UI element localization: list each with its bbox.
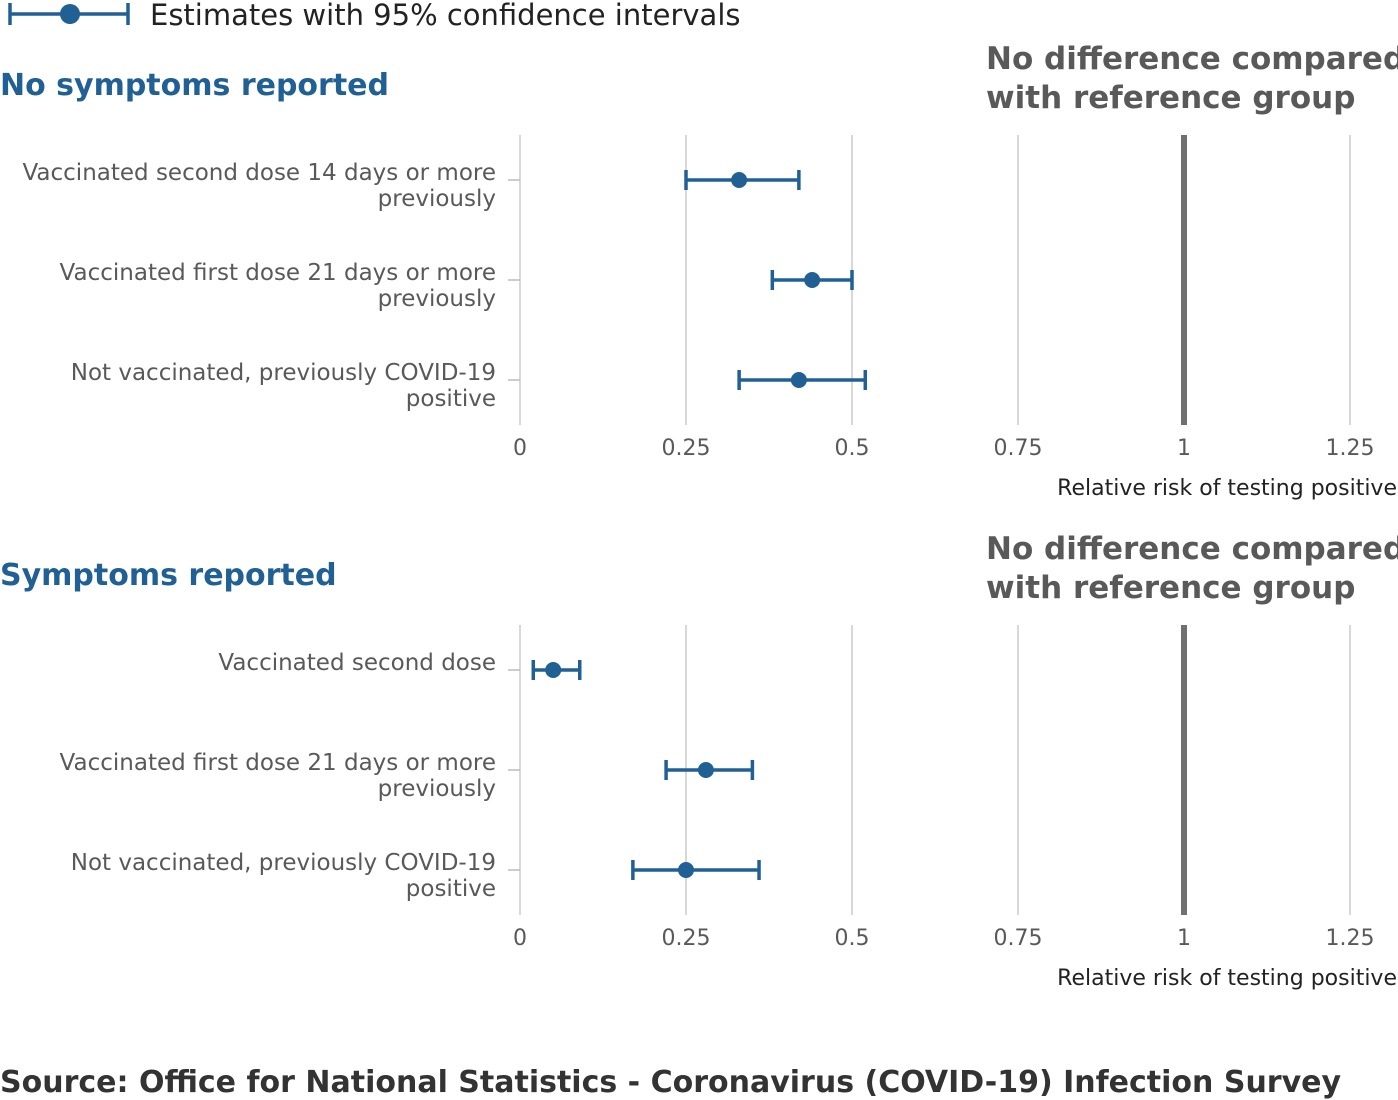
category-label: previously xyxy=(378,286,496,312)
category-label: previously xyxy=(378,186,496,212)
estimate-point xyxy=(804,272,821,288)
x-axis-title: Relative risk of testing positive xyxy=(1057,476,1397,501)
x-tick-label: 0.5 xyxy=(835,926,870,951)
source-note: Source: Office for National Statistics -… xyxy=(0,1065,1342,1100)
x-tick-label: 0 xyxy=(513,926,527,951)
legend: Estimates with 95% confidence intervals xyxy=(8,0,740,32)
x-tick-label: 0.5 xyxy=(835,436,870,461)
x-tick-label: 1.25 xyxy=(1326,926,1375,951)
x-tick-label: 0.75 xyxy=(994,436,1043,461)
x-tick-label: 1 xyxy=(1177,926,1191,951)
chart-panels: No symptoms reported No difference compar… xyxy=(0,41,1398,991)
legend-estimate-dot xyxy=(60,4,80,24)
category-label: Not vaccinated, previously COVID-19 xyxy=(71,360,496,386)
x-tick-label: 1 xyxy=(1177,436,1191,461)
panel-title: No symptoms reported xyxy=(0,68,389,103)
category-label: positive xyxy=(406,876,496,902)
panel-2: Symptoms reported No difference comparedw… xyxy=(0,531,1398,991)
category-label: previously xyxy=(378,776,496,802)
estimate-point xyxy=(697,762,714,778)
x-tick-label: 0.75 xyxy=(994,926,1043,951)
category-label: Vaccinated first dose 21 days or more xyxy=(60,260,496,286)
x-axis-title: Relative risk of testing positive xyxy=(1057,966,1397,991)
estimate-point xyxy=(545,662,562,678)
x-tick-label: 0.25 xyxy=(662,926,711,951)
category-label: Vaccinated first dose 21 days or more xyxy=(60,750,496,776)
estimate-point xyxy=(678,862,694,878)
reference-label-line: with reference group xyxy=(986,570,1355,606)
reference-label-line: No difference compared xyxy=(986,531,1398,567)
x-tick-label: 0 xyxy=(513,436,527,461)
reference-label-line: with reference group xyxy=(986,80,1355,116)
legend-label: Estimates with 95% confidence intervals xyxy=(150,0,740,32)
category-label: Not vaccinated, previously COVID-19 xyxy=(71,850,496,876)
estimate-point xyxy=(790,372,807,388)
x-tick-label: 0.25 xyxy=(662,436,711,461)
category-label: Vaccinated second dose 14 days or more xyxy=(22,160,496,186)
category-label: positive xyxy=(406,386,496,412)
panel-1: No symptoms reported No difference compar… xyxy=(0,41,1398,501)
estimate-point xyxy=(731,172,748,188)
panel-title: Symptoms reported xyxy=(0,558,337,593)
x-tick-label: 1.25 xyxy=(1326,436,1375,461)
reference-label-line: No difference compared xyxy=(986,41,1398,77)
category-label: Vaccinated second dose xyxy=(218,650,496,676)
